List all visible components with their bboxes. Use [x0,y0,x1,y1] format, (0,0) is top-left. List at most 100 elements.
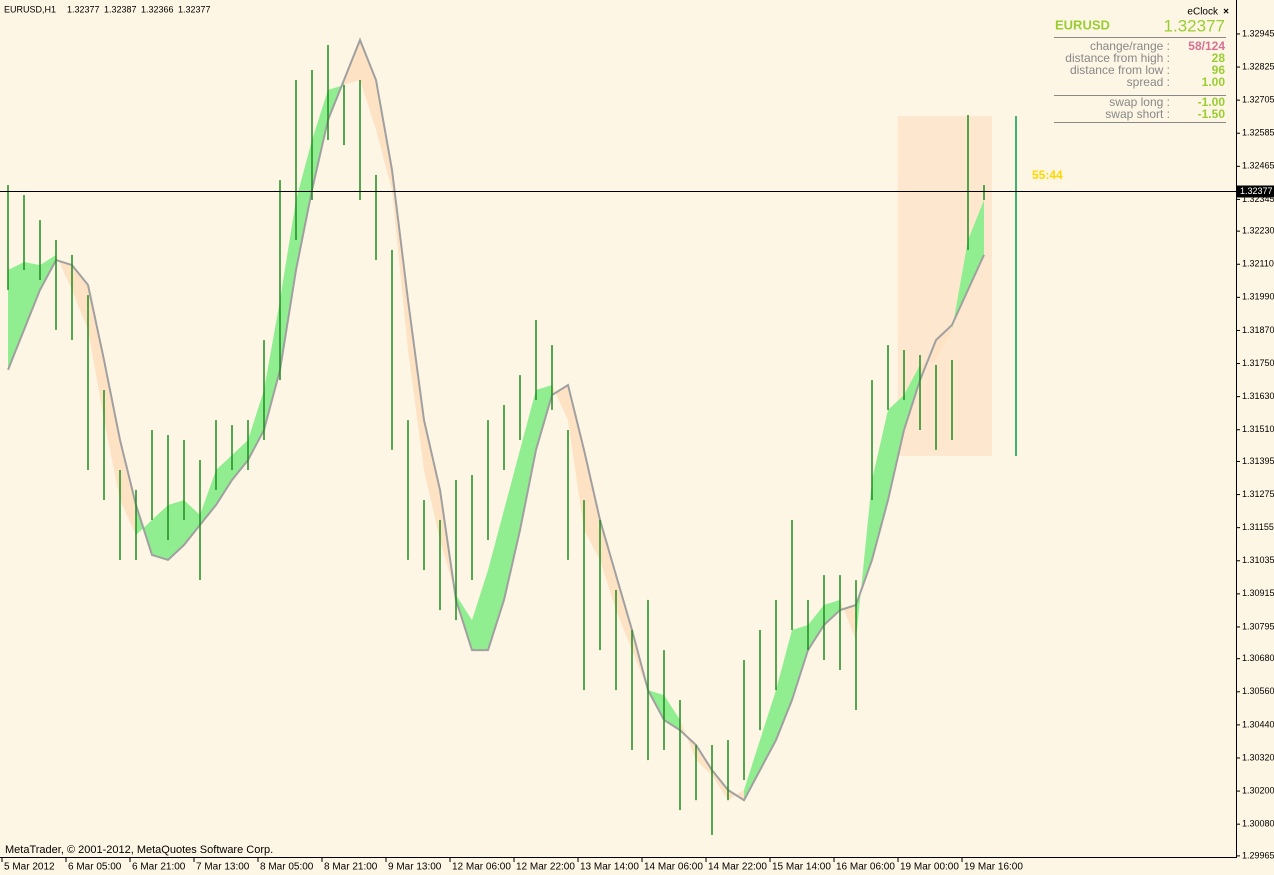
plot-area [0,37,1236,835]
cloud-segment [312,89,328,191]
y-tick-label: 1.32585 [1242,128,1274,138]
y-tick-label: 1.31510 [1242,424,1274,434]
panel-value: 58/124 [1188,39,1225,53]
y-tick-label: 1.31750 [1242,358,1274,368]
cloud-segment [424,420,440,541]
panel-label: spread : [1127,75,1170,89]
y-tick-label: 1.30200 [1242,785,1274,795]
x-tick-label: 9 Mar 13:00 [388,862,442,873]
x-tick-label: 16 Mar 06:00 [836,862,895,873]
panel-title: eClock [1187,7,1219,18]
timer: 55:44 [1032,168,1063,182]
cloud-segment [200,470,216,525]
y-tick-label: 1.30795 [1242,621,1274,631]
x-tick-label: 6 Mar 05:00 [68,862,122,873]
cloud-segment [296,140,312,271]
cloud-segment [280,199,296,370]
panel-price: 1.32377 [1164,16,1225,35]
bid-label: 1.32377 [1240,186,1273,196]
header-ohlc: 1.32366 [141,4,174,14]
cloud-segment [232,439,248,480]
cloud-segment [952,239,968,330]
panel-label: swap short : [1105,107,1170,121]
header-symbol: EURUSD,H1 [4,4,56,14]
x-tick-label: 6 Mar 21:00 [132,862,186,873]
cloud-segment [8,262,24,370]
cloud-segment [888,394,904,501]
y-tick-label: 1.30080 [1242,819,1274,829]
cloud-segment [24,262,40,330]
cloud-segment [872,409,888,560]
y-tick-label: 1.31155 [1242,522,1274,532]
cloud-segment [392,169,408,351]
cloud-segment [520,390,536,531]
panel-label: swap long : [1109,95,1170,109]
cloud-segment [792,625,808,701]
cloud-segment [600,519,616,611]
cloud-segment [680,719,696,761]
x-tick-label: 8 Mar 05:00 [260,862,314,873]
panel-value: 28 [1212,51,1226,65]
panel-label: distance from low : [1070,63,1170,77]
cloud-segment [488,510,504,651]
close-icon[interactable]: × [1223,7,1229,18]
y-tick-label: 1.31870 [1242,325,1274,335]
cloud-segment [584,449,600,560]
panel-value: 96 [1212,63,1226,77]
y-tick-label: 1.31275 [1242,489,1274,499]
cloud-segment [776,629,792,741]
y-tick-label: 1.32230 [1242,226,1274,236]
panel-value: -1.00 [1198,95,1226,109]
cloud-segment [824,599,840,626]
cloud-segment [168,500,184,560]
panel-label: distance from high : [1065,51,1170,65]
header-ohlc: 1.32377 [67,4,100,14]
y-tick-label: 1.31035 [1242,555,1274,565]
header-ohlc: 1.32387 [104,4,137,14]
y-tick-label: 1.30915 [1242,588,1274,598]
cloud-segment [936,324,952,360]
y-tick-label: 1.32110 [1242,259,1274,269]
panel-label: change/range : [1090,39,1170,53]
cloud-segment [120,439,136,536]
y-tick-label: 1.30320 [1242,752,1274,762]
cloud-segment [552,385,568,421]
y-tick-label: 1.29965 [1242,850,1274,860]
bid-label-box [1237,185,1274,198]
cloud-segment [616,575,632,651]
cloud-segment [856,479,872,641]
cloud-segment [248,390,264,461]
cloud-segment [968,199,984,290]
panel-value: 1.00 [1202,75,1226,89]
x-tick-label: 15 Mar 14:00 [772,862,831,873]
cloud-segment [152,505,168,560]
cloud-segment [216,455,232,506]
x-tick-label: 14 Mar 22:00 [708,862,767,873]
cloud-segment [808,604,824,651]
header-ohlc: 1.32377 [178,4,211,14]
cloud-segment [568,385,584,531]
cloud-segment [840,599,856,641]
x-tick-label: 19 Mar 00:00 [900,862,959,873]
panel-value: -1.50 [1198,107,1226,121]
y-tick-label: 1.32345 [1242,194,1274,204]
cloud-segment [472,570,488,651]
cloud-segment [408,300,424,471]
y-tick-label: 1.32945 [1242,28,1274,38]
cloud-segment [360,39,376,130]
panel-symbol: EURUSD [1055,17,1110,32]
x-tick-label: 5 Mar 2012 [4,862,55,873]
y-tick-label: 1.30560 [1242,686,1274,696]
cloud-segment [88,284,104,421]
slow-line [7,37,985,802]
cloud-segment [264,300,280,431]
y-tick-label: 1.30680 [1242,653,1274,663]
cloud-segment [504,449,520,600]
x-tick-label: 7 Mar 13:00 [196,862,250,873]
info-panel: eClock × EURUSD 1.32377 change/range : 58… [1054,7,1229,123]
y-tick-label: 1.31630 [1242,391,1274,401]
x-tick-label: 12 Mar 06:00 [452,862,511,873]
cloud-segment [56,254,72,290]
